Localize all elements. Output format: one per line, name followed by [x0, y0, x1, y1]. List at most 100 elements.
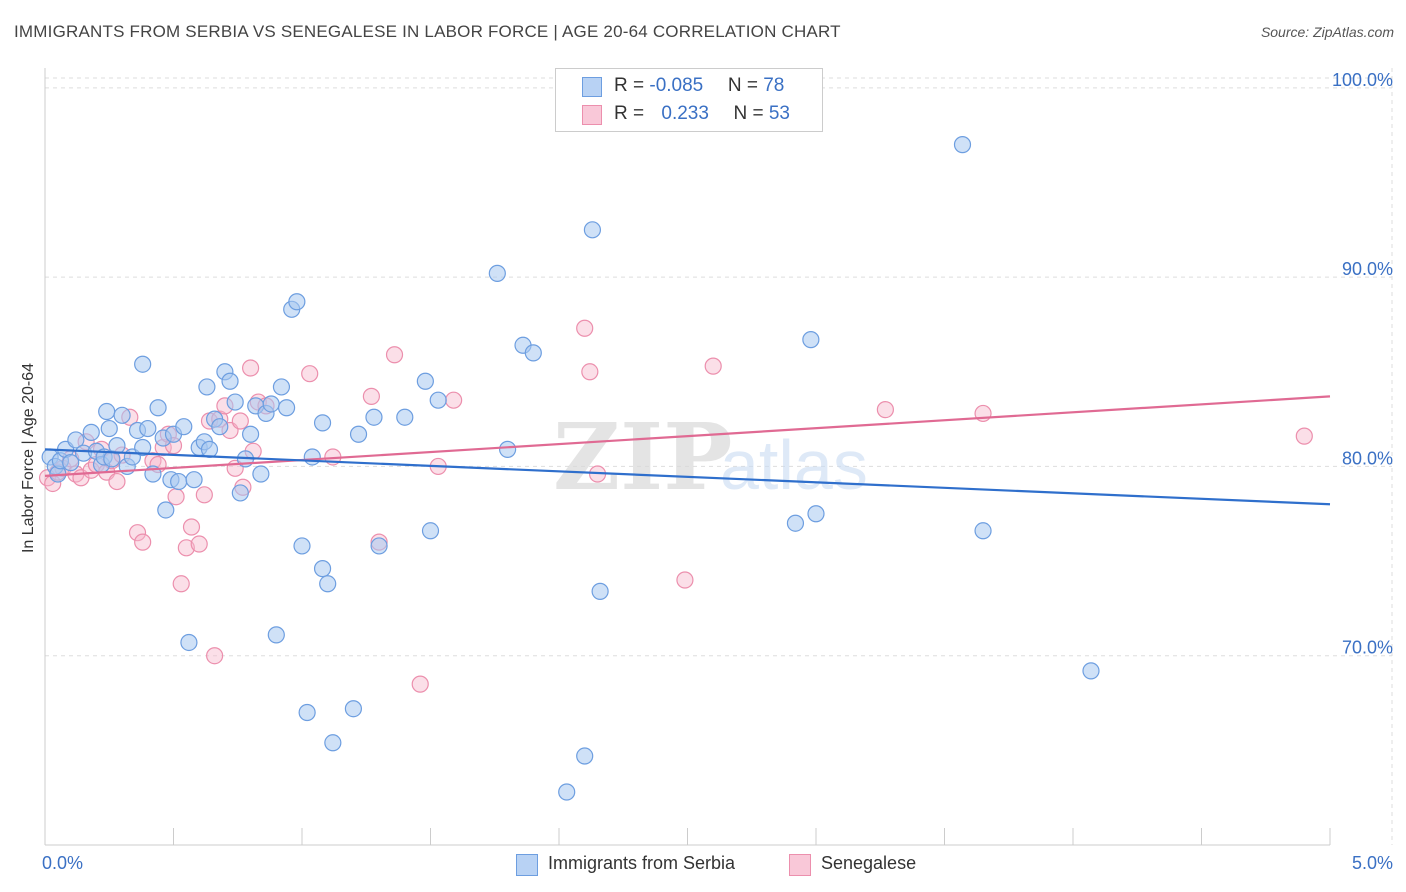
y-tick-label: 90.0% [1342, 259, 1393, 279]
serbia-point [198, 378, 216, 396]
serbia-point [416, 372, 434, 390]
serbia-point [200, 440, 219, 458]
serbia-point [134, 438, 152, 457]
senegalese-point [704, 357, 722, 375]
serbia-point [429, 391, 447, 409]
y-axis-label: In Labor Force | Age 20-64 [20, 362, 37, 554]
serbia-point [953, 136, 972, 154]
serbia-point [313, 414, 332, 432]
senegalese-point [177, 539, 195, 557]
legend-r-value-senegal: 0.233 [661, 103, 709, 124]
serbia-point [67, 431, 85, 449]
x-tick-label-min: 0.0% [42, 853, 83, 873]
senegalese-point [581, 363, 599, 381]
serbia-point [786, 514, 805, 532]
y-tick-label: 100.0% [1332, 70, 1393, 90]
senegalese-point [134, 533, 152, 551]
senegalese-point [411, 675, 429, 693]
correlation-legend: R = -0.085 N = 78 R = 0.233 N = 53 [555, 68, 823, 132]
series-label-senegal: Senegalese [821, 853, 917, 873]
serbia-point [82, 423, 100, 441]
y-tick-label: 70.0% [1342, 638, 1393, 658]
senegalese-point [1295, 427, 1313, 445]
serbia-point [488, 264, 506, 282]
senegalese-point [301, 365, 319, 383]
senegalese-point [128, 524, 147, 542]
senegalese-point [167, 488, 185, 506]
serbia-point [231, 484, 249, 502]
serbia-trend-line [44, 448, 1331, 506]
serbia-point [100, 419, 118, 438]
serbia-point [98, 402, 116, 421]
trend-lines [44, 395, 1331, 506]
senegalese-point [385, 346, 404, 364]
serbia-point [1082, 662, 1100, 680]
senegalese-point [206, 647, 224, 665]
serbia-point [175, 418, 193, 436]
serbia-point [221, 372, 239, 390]
serbia-point [211, 418, 229, 436]
legend-swatch-serbia [582, 77, 602, 97]
serbia-point [313, 560, 332, 578]
serbia-point [370, 537, 388, 555]
senegalese-point [172, 575, 190, 593]
legend-r-value-serbia: -0.085 [649, 75, 704, 96]
serbia-point [272, 378, 291, 396]
serbia-point [583, 221, 602, 239]
grid [45, 68, 1393, 845]
senegalese-point [362, 387, 380, 405]
senegalese-point [195, 486, 213, 504]
serbia-point [802, 331, 820, 349]
series-swatch-serbia [516, 854, 538, 876]
senegalese-trend-line [44, 395, 1331, 477]
serbia-point [558, 783, 576, 801]
serbia-point [185, 471, 203, 489]
x-tick-label-max: 5.0% [1352, 853, 1393, 873]
senegalese-point [576, 319, 594, 337]
serbia-point [421, 522, 440, 540]
serbia-point [277, 399, 296, 417]
serbia-point [499, 440, 517, 458]
serbia-point [298, 703, 316, 722]
serbia-point [807, 505, 825, 523]
serbia-point [226, 393, 244, 411]
senegalese-point [676, 571, 694, 589]
serbia-point [108, 437, 126, 455]
series-label-serbia: Immigrants from Serbia [548, 853, 736, 873]
serbia-point [262, 395, 280, 413]
serbia-point [303, 448, 321, 466]
serbia-points [41, 136, 1100, 801]
serbia-point [252, 465, 270, 483]
serbia-point [288, 293, 306, 311]
serbia-point [149, 399, 167, 417]
senegalese-point [108, 472, 126, 491]
serbia-point [324, 734, 342, 752]
senegalese-point [445, 391, 463, 409]
serbia-point [62, 454, 80, 472]
senegalese-point [876, 401, 894, 419]
serbia-point [170, 472, 188, 491]
serbia-point [139, 419, 157, 438]
serbia-point [344, 700, 362, 718]
senegalese-point [182, 518, 201, 536]
serbia-point [293, 537, 311, 555]
serbia-point [349, 425, 368, 443]
serbia-point [576, 747, 594, 765]
serbia-point [242, 425, 260, 443]
y-tick-label: 80.0% [1342, 448, 1393, 468]
senegalese-point [190, 535, 208, 553]
senegalese-point [231, 412, 249, 430]
legend-n-value-senegal: 53 [768, 103, 790, 124]
source-credit: Source: ZipAtlas.com [1260, 24, 1394, 40]
legend-n-label-senegal: N = [733, 103, 769, 124]
serbia-point [524, 344, 542, 362]
serbia-point [180, 633, 198, 652]
legend-r-label-senegal: R = [614, 103, 650, 124]
tick-labels: 70.0% 80.0% 90.0% 100.0% 0.0% 5.0% [42, 70, 1393, 873]
legend-n-value-serbia: 78 [763, 75, 785, 96]
serbia-point [591, 582, 609, 600]
series-swatch-senegal [789, 854, 811, 876]
serbia-point [365, 408, 383, 426]
serbia-point [974, 522, 992, 540]
